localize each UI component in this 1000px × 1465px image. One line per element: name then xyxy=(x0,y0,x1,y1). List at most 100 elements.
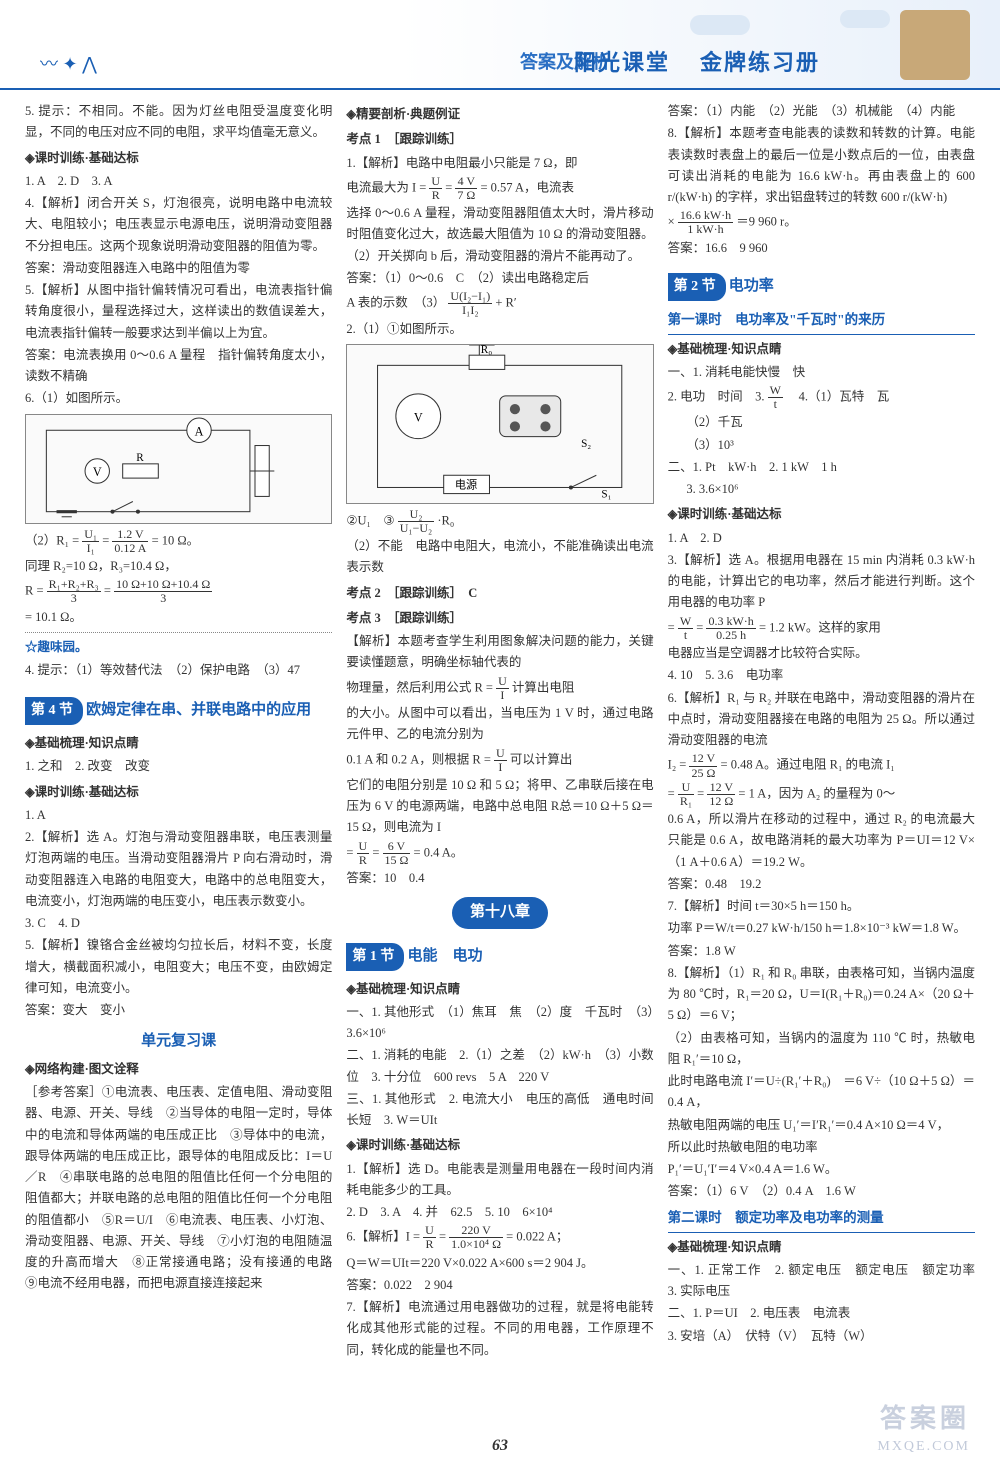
text: 同理 R₂=10 Ω，R₃=10.4 Ω， xyxy=(25,556,332,577)
text: 选择 0～0.6 A 量程，滑动变阻器阻值太大时，滑片移动时阻值变化过大，故选最… xyxy=(346,203,653,267)
birds-icon: 〰 ✦ ⋀ xyxy=(40,50,97,76)
subsection-heading: ◈网络构建·图文诠释 xyxy=(25,1059,332,1080)
section-1-header: 第 1 节 电能 电功 xyxy=(346,937,653,975)
eq-text: = xyxy=(439,1230,449,1244)
topic-heading: 考点 3 ［跟踪训练］ xyxy=(346,608,653,629)
answer: 答案：（1）0～0.6 C （2）读出电路稳定后 xyxy=(346,268,653,289)
page-header: 〰 ✦ ⋀ 答案及解析 阳光课堂 金牌练习册 xyxy=(0,0,1000,90)
svg-text:R₀: R₀ xyxy=(481,345,492,356)
subsection-heading: ◈课时训练·基础达标 xyxy=(668,504,975,525)
analysis: 1.【解析】选 D。电能表是测量用电器在一段时间内消耗电能多少的工具。 xyxy=(346,1159,653,1202)
eq-text: 计算出电阻 xyxy=(512,680,575,694)
eq-text: 6.【解析】I = xyxy=(346,1230,423,1244)
circuit-svg: R₀ V S₂ 电源 S₁ xyxy=(347,345,652,508)
eq-text: = xyxy=(696,620,706,634)
equation: 6.【解析】I = UR = 220 V1.0×10⁴ Ω = 0.022 A； xyxy=(346,1224,653,1251)
eq-text: 物理量，然后利用公式 R = xyxy=(346,680,496,694)
eq-text: + R′ xyxy=(495,296,516,310)
analysis: 7.【解析】电流通过用电器做功的过程，就是将电能转化成其他形式能的过程。不同的用… xyxy=(346,1297,653,1361)
text: 1. 之和 2. 改变 改变 xyxy=(25,756,332,777)
lesson-heading: 第二课时 额定功率及电功率的测量 xyxy=(668,1207,975,1233)
text: 二、1. Pt kW·h 2. 1 kW 1 h xyxy=(668,457,975,478)
eq-text: = 0.48 A。通过电阻 R₁ 的电流 I₁ xyxy=(721,758,895,772)
subsection-heading: ◈课时训练·基础达标 xyxy=(346,1135,653,1156)
analysis: 8.【解析】（1）R₁ 和 R₀ 串联，由表格可知，当锅内温度为 80 ℃时，R… xyxy=(668,963,975,1027)
cloud-icon xyxy=(690,15,750,35)
eq-text: = xyxy=(668,620,678,634)
eq-text: 可以计算出 xyxy=(510,752,573,766)
eq-text: = xyxy=(104,584,114,598)
text: （3）10³ xyxy=(668,435,975,456)
equation: 物理量，然后利用公式 R = UI 计算出电阻 xyxy=(346,675,653,702)
answer: 答案：0.022 2 904 xyxy=(346,1275,653,1296)
text: 3. 3.6×10⁶ xyxy=(668,479,975,500)
chapter-badge: 第十八章 xyxy=(346,897,653,929)
eq-text: 0.1 A 和 0.2 A，则根据 R = xyxy=(346,752,494,766)
text: 一、1. 消耗电能快慢 快 xyxy=(668,362,975,383)
eq-text: A 表的示数 （3） xyxy=(346,296,445,310)
answer: 答案：0.48 19.2 xyxy=(668,874,975,895)
svg-text:A: A xyxy=(195,424,204,438)
section-badge: 第 4 节 xyxy=(25,697,83,725)
text: 3. 安培（A） 伏特（V） 瓦特（W） xyxy=(668,1326,975,1347)
answer: 答案：电流表换用 0～0.6 A 量程 指针偏转角度太小，读数不精确 xyxy=(25,345,332,388)
eq-text: 电流最大为 I = xyxy=(346,180,429,194)
answer: 答案：（1）内能 （2）光能 （3）机械能 （4）内能 xyxy=(668,101,975,122)
text: 二、1. 消耗的电能 2.（1）之差 （2）kW·h （3）小数位 3. 十分位… xyxy=(346,1045,653,1088)
column-3: 答案：（1）内能 （2）光能 （3）机械能 （4）内能 8.【解析】本题考查电能… xyxy=(668,100,975,1362)
answer: 答案：10 0.4 xyxy=(346,868,653,889)
answer-line: 3. C 4. D xyxy=(25,913,332,934)
section-title: 电能 电功 xyxy=(407,948,482,964)
text: 此时电路电流 I′＝U÷(R₁′＋R₀) ＝6 V÷（10 Ω＋5 Ω）＝0.4… xyxy=(668,1071,975,1114)
equation: ②U₁ ③ U₂U₁−U₂ ·R₀ xyxy=(346,508,653,535)
text: 4. 提示：（1）等效替代法 （2）保护电路 （3）47 xyxy=(25,660,332,681)
text: P₁′＝U₁′I′＝4 V×0.4 A＝1.6 W。 xyxy=(668,1159,975,1180)
eq-text: = 10 Ω。 xyxy=(152,533,200,547)
eq-text: = xyxy=(697,786,707,800)
eq-text: R = xyxy=(25,584,47,598)
lighthouse-icon xyxy=(900,10,970,80)
column-1: 5. 提示：不相同。不能。因为灯丝电阻受温度变化明显，不同的电压对应不同的电阻，… xyxy=(25,100,332,1362)
eq-text: 2. 电功 时间 3. xyxy=(668,390,768,404)
subsection-heading: ◈课时训练·基础达标 xyxy=(25,148,332,169)
answer-line: 1. A 2. D 3. A xyxy=(25,171,332,192)
svg-text:R: R xyxy=(136,451,144,463)
text: 功率 P＝W/t＝0.27 kW·h/150 h＝1.8×10⁻³ kW＝1.8… xyxy=(668,918,975,939)
equation: R = R₁+R₂+R₃3 = 10 Ω+10 Ω+10.4 Ω3 xyxy=(25,578,332,605)
eq-text: = xyxy=(445,180,455,194)
analysis: 【解析】本题考查学生利用图象解决问题的能力，关键要读懂题意，明确坐标轴代表的 xyxy=(346,631,653,674)
eq-text: I₂ = xyxy=(668,758,690,772)
text: （2）千瓦 xyxy=(668,412,975,433)
text: 电器应当是空调器才比较符合实际。 xyxy=(668,643,975,664)
svg-text:V: V xyxy=(93,465,102,479)
subsection-heading: ◈精要剖析·典题例证 xyxy=(346,104,653,125)
subsection-heading: ☆趣味园。 xyxy=(25,637,332,658)
section-badge: 第 2 节 xyxy=(668,273,726,301)
equation: = UR₁ = 12 V12 Ω = 1 A，因为 A₂ 的量程为 0～ xyxy=(668,781,975,808)
analysis: 2.【解析】选 A。灯泡与滑动变阻器串联，电压表测量灯泡两端的电压。当滑动变阻器… xyxy=(25,827,332,912)
equation: = 10.1 Ω。 xyxy=(25,607,332,628)
subsection-heading: ◈基础梳理·知识点睛 xyxy=(25,733,332,754)
answer: 答案：变大 变小 xyxy=(25,1000,332,1021)
text: 一、1. 其他形式 （1）焦耳 焦 （2）度 千瓦时 （3）3.6×10⁶ xyxy=(346,1002,653,1045)
watermark: 答案圈 xyxy=(880,1398,970,1435)
header-title: 阳光课堂 金牌练习册 xyxy=(574,45,820,77)
answer: 答案：滑动变阻器连入电路中的阻值为零 xyxy=(25,258,332,279)
text: ［参考答案］①电流表、电压表、定值电阻、滑动变阻器、电源、开关、导线 ②当导体的… xyxy=(25,1082,332,1295)
circuit-diagram-2: R₀ V S₂ 电源 S₁ xyxy=(346,344,653,504)
page-number: 63 xyxy=(0,1437,1000,1455)
equation: （2）R₁ = U₁I₁ = 1.2 V0.12 A = 10 Ω。 xyxy=(25,528,332,555)
section-4-header: 第 4 节 欧姆定律在串、并联电路中的应用 xyxy=(25,691,332,729)
analysis: 3.【解析】选 A。根据用电器在 15 min 内消耗 0.3 kW·h 的电能… xyxy=(668,550,975,614)
text: 所以此时热敏电阻的电功率 xyxy=(668,1137,975,1158)
eq-text: = xyxy=(346,845,356,859)
svg-text:V: V xyxy=(414,410,423,424)
section-2-header: 第 2 节 电功率 xyxy=(668,267,975,305)
topic-heading: 考点 2 ［跟踪训练］ C xyxy=(346,583,653,604)
analysis: 7.【解析】时间 t＝30×5 h＝150 h。 xyxy=(668,896,975,917)
subsection-heading: ◈基础梳理·知识点睛 xyxy=(668,1237,975,1258)
eq-text: （2）R₁ = xyxy=(25,533,82,547)
text: 三、1. 其他形式 2. 电流大小 电压的高低 通电时间长短 3. W＝UIt xyxy=(346,1089,653,1132)
answer-line: 4. 10 5. 3.6 电功率 xyxy=(668,665,975,686)
text: 的大小。从图中可以看出，当电压为 1 V 时，通过电路元件甲、乙的电流分别为 xyxy=(346,703,653,746)
